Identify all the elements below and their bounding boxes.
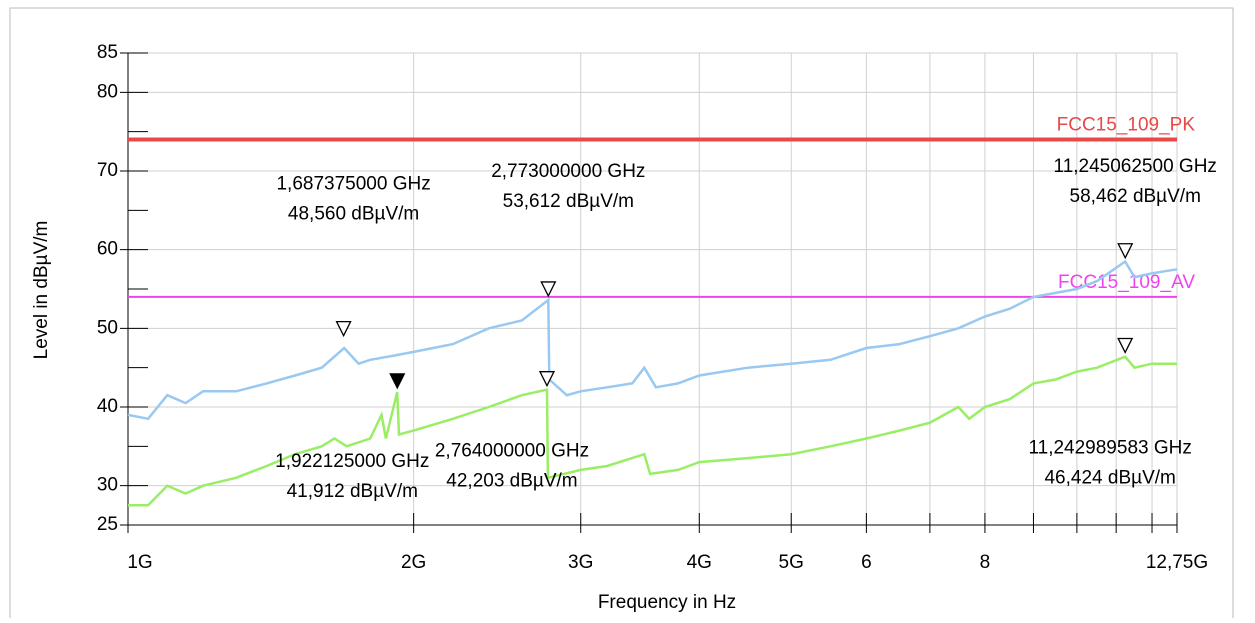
limit-label: FCC15_109_PK [1057, 115, 1196, 136]
y-tick-label: 25 [97, 514, 118, 535]
marker-freq: 1,922125000 GHz [275, 451, 429, 472]
x-tick-label: 12,75G [1146, 552, 1208, 573]
x-tick-label: 1G [127, 552, 152, 573]
y-tick-label: 40 [97, 396, 118, 417]
marker [389, 373, 406, 390]
limit-label: FCC15_109_AV [1058, 272, 1195, 293]
marker-level: 42,203 dBµV/m [446, 471, 577, 492]
x-tick-label: 5G [779, 552, 804, 573]
frame [9, 7, 1234, 623]
trace [128, 355, 1177, 507]
x-tick-label: 4G [687, 552, 712, 573]
marker-level: 48,560 dBµV/m [288, 204, 419, 225]
marker [540, 281, 557, 298]
marker-freq: 2,773000000 GHz [491, 161, 645, 182]
marker [1117, 337, 1134, 354]
y-tick-label: 50 [97, 317, 118, 338]
marker-freq: 11,245062500 GHz [1054, 156, 1217, 177]
y-axis-title: Level in dBµV/m [31, 221, 52, 360]
marker-level: 58,462 dBµV/m [1070, 186, 1201, 207]
marker-freq: 11,242989583 GHz [1028, 437, 1191, 458]
marker [335, 321, 352, 338]
y-tick-label: 30 [97, 475, 118, 496]
marker-level: 53,612 dBµV/m [503, 191, 634, 212]
trace [127, 259, 1178, 421]
marker [538, 371, 556, 388]
marker [1117, 243, 1134, 260]
marker-level: 41,912 dBµV/m [287, 481, 418, 502]
x-tick-label: 8 [980, 552, 991, 573]
y-tick-label: 80 [97, 81, 118, 102]
y-tick-label: 85 [97, 42, 118, 63]
marker-freq: 2,764000000 GHz [435, 441, 589, 462]
y-tick-label: 60 [97, 239, 118, 260]
x-tick-label: 3G [568, 552, 593, 573]
y-tick-label: 70 [97, 160, 118, 181]
marker-level: 46,424 dBµV/m [1044, 467, 1175, 488]
marker-freq: 1,687375000 GHz [276, 174, 430, 195]
x-tick-label: 2G [401, 552, 426, 573]
x-axis-title: Frequency in Hz [598, 592, 736, 613]
x-tick-label: 6 [861, 552, 872, 573]
